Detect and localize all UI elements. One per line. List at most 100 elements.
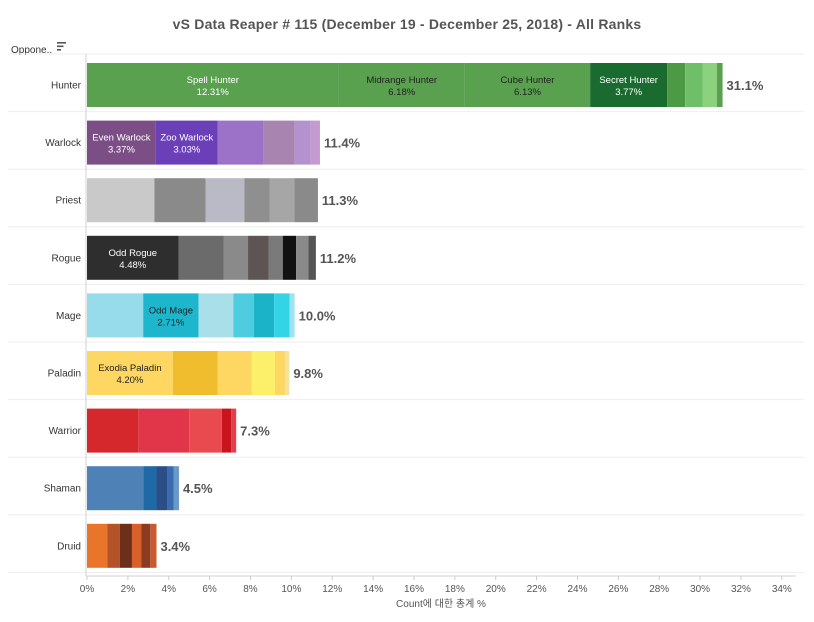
- bar-total-label: 3.4%: [160, 539, 190, 554]
- bar-segment[interactable]: [310, 120, 320, 165]
- bar-segment[interactable]: [143, 466, 157, 511]
- bar-segment[interactable]: [141, 523, 151, 568]
- bar-segment[interactable]: [87, 235, 179, 280]
- bar-segment[interactable]: [275, 351, 286, 395]
- category-label: Warlock: [45, 138, 82, 149]
- bar-segment[interactable]: [173, 466, 179, 511]
- segment-percent-label: 4.48%: [119, 260, 146, 271]
- x-tick-label: 14%: [363, 584, 383, 595]
- bar-segment[interactable]: [178, 235, 224, 280]
- segment-percent-label: 3.37%: [108, 145, 135, 156]
- bar-segment[interactable]: [294, 178, 318, 223]
- bar-segment[interactable]: [172, 351, 218, 395]
- category-label: Paladin: [48, 369, 81, 380]
- bar-row-druid: Druid 3.4%: [57, 523, 191, 568]
- bar-segment[interactable]: [198, 293, 234, 338]
- bar-segment[interactable]: [87, 120, 156, 165]
- bar-row-priest: Priest 11.3%: [55, 178, 359, 223]
- bar-segment[interactable]: [233, 293, 254, 338]
- bar-segment[interactable]: [167, 466, 174, 511]
- category-label: Druid: [57, 541, 81, 552]
- x-tick-label: 28%: [649, 584, 669, 595]
- bar-segment[interactable]: [150, 523, 157, 568]
- bar-segment[interactable]: [285, 351, 290, 395]
- bar-segment[interactable]: [248, 235, 269, 280]
- segment-percent-label: 3.03%: [173, 145, 200, 156]
- bar-segment[interactable]: [107, 523, 120, 568]
- bar-total-label: 7.3%: [240, 424, 270, 439]
- bar-row-warrior: Warrior 7.3%: [49, 408, 270, 453]
- bar-segment[interactable]: [274, 293, 290, 338]
- bar-segment[interactable]: [667, 63, 686, 107]
- sort-icon[interactable]: [57, 42, 66, 51]
- bar-segment[interactable]: [685, 63, 703, 107]
- bar-segment[interactable]: [87, 293, 144, 338]
- bar-segment[interactable]: [289, 293, 295, 338]
- x-tick-label: 30%: [690, 584, 710, 595]
- bar-segment[interactable]: [338, 63, 465, 107]
- opponent-column-header[interactable]: Oppone..: [11, 45, 52, 56]
- bar-segment[interactable]: [464, 63, 591, 107]
- bar-segment[interactable]: [294, 120, 311, 165]
- bar-row-shaman: Shaman 4.5%: [44, 466, 213, 511]
- x-tick-label: 8%: [243, 584, 258, 595]
- segment-percent-label: 6.18%: [388, 87, 415, 98]
- segment-archetype-label: Midrange Hunter: [366, 75, 437, 86]
- bar-segment[interactable]: [253, 293, 275, 338]
- x-tick-label: 18%: [445, 584, 465, 595]
- bar-segment[interactable]: [251, 351, 276, 395]
- bar-segment[interactable]: [282, 235, 297, 280]
- bar-segment[interactable]: [223, 235, 249, 280]
- category-label: Hunter: [51, 81, 82, 92]
- bar-total-label: 11.4%: [324, 136, 361, 151]
- bar-segment[interactable]: [244, 178, 270, 223]
- bar-segment[interactable]: [268, 235, 283, 280]
- bar-segment[interactable]: [119, 523, 132, 568]
- bar-segment[interactable]: [217, 120, 264, 165]
- bar-total-label: 11.2%: [320, 251, 357, 266]
- bar-segment[interactable]: [87, 63, 339, 107]
- bar-segment[interactable]: [263, 120, 295, 165]
- bar-segment[interactable]: [154, 178, 206, 223]
- bar-segment[interactable]: [205, 178, 245, 223]
- segment-archetype-label: Cube Hunter: [501, 75, 555, 86]
- segment-percent-label: 12.31%: [197, 87, 230, 98]
- bar-segment[interactable]: [143, 293, 199, 338]
- bar-segment[interactable]: [221, 408, 232, 453]
- x-tick-label: 10%: [281, 584, 301, 595]
- x-tick-label: 16%: [404, 584, 424, 595]
- segment-percent-label: 3.77%: [615, 87, 642, 98]
- bar-segment[interactable]: [716, 63, 723, 107]
- bar-segment[interactable]: [231, 408, 237, 453]
- x-tick-label: 20%: [486, 584, 506, 595]
- bar-segment[interactable]: [87, 178, 155, 223]
- x-tick-label: 12%: [322, 584, 342, 595]
- bar-segment[interactable]: [217, 351, 252, 395]
- segment-archetype-label: Secret Hunter: [599, 75, 658, 86]
- segment-percent-label: 6.13%: [514, 87, 541, 98]
- x-tick-label: 0%: [80, 584, 95, 595]
- bar-segment[interactable]: [296, 235, 309, 280]
- bar-segment[interactable]: [138, 408, 190, 453]
- bar-segment[interactable]: [590, 63, 668, 107]
- bar-segment[interactable]: [155, 120, 218, 165]
- bar-segment[interactable]: [87, 351, 173, 395]
- bar-segment[interactable]: [131, 523, 142, 568]
- bar-segment[interactable]: [87, 523, 108, 568]
- segment-archetype-label: Spell Hunter: [187, 75, 239, 86]
- bar-total-label: 10.0%: [299, 308, 336, 323]
- bar-segment[interactable]: [87, 408, 139, 453]
- x-tick-label: 6%: [202, 584, 217, 595]
- x-tick-label: 26%: [608, 584, 628, 595]
- x-tick-label: 32%: [731, 584, 751, 595]
- category-label: Shaman: [44, 484, 81, 495]
- bar-segment[interactable]: [308, 235, 316, 280]
- bar-segment[interactable]: [87, 466, 144, 511]
- bar-segment[interactable]: [269, 178, 295, 223]
- bar-segment[interactable]: [189, 408, 222, 453]
- bar-segment[interactable]: [702, 63, 717, 107]
- bar-segment[interactable]: [156, 466, 168, 511]
